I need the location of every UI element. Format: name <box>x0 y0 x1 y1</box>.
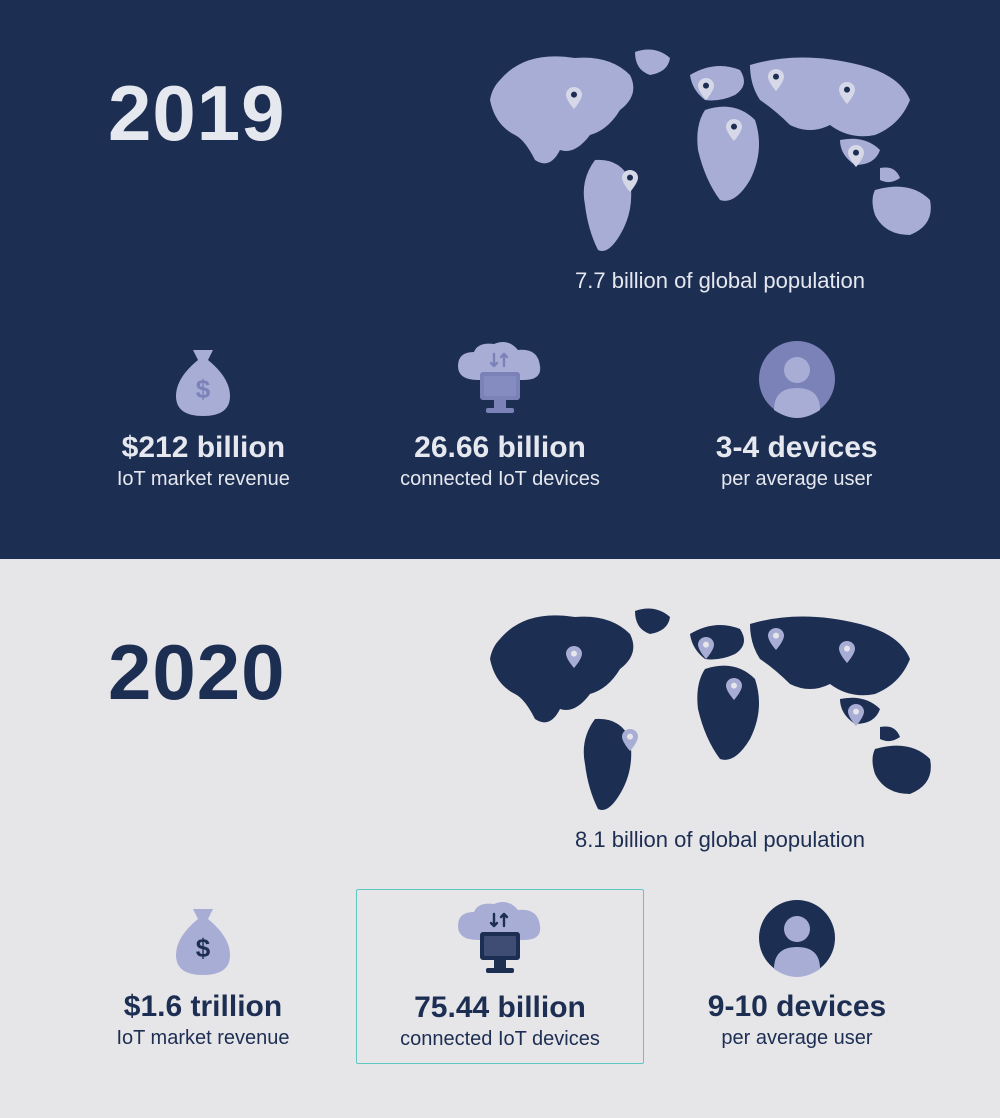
stat-label: per average user <box>657 468 936 491</box>
map-pin <box>768 628 784 650</box>
stat-value: 26.66 billion <box>361 430 640 466</box>
stats-row: $ $212 billionIoT market revenue 26.66 b… <box>60 330 940 503</box>
year-heading: 2019 <box>108 68 286 159</box>
stat-block: 75.44 billionconnected IoT devices <box>356 889 644 1064</box>
panel-2019: 2019 7.7 billion of global population $ … <box>0 0 1000 559</box>
stat-block: $ $1.6 trillionIoT market revenue <box>60 889 346 1064</box>
world-map <box>480 40 950 270</box>
map-pin <box>698 78 714 100</box>
map-pin <box>726 119 742 141</box>
svg-text:$: $ <box>196 933 211 963</box>
stat-value: 75.44 billion <box>361 990 639 1026</box>
map-caption: 7.7 billion of global population <box>500 268 940 294</box>
cloud-device-icon <box>450 900 550 978</box>
map-pin <box>768 69 784 91</box>
money-bag-wrap: $ <box>64 338 343 420</box>
map-pin-icon <box>566 87 582 109</box>
world-map <box>480 599 950 829</box>
stat-block: 3-4 devicesper average user <box>653 330 940 503</box>
map-pin-icon <box>768 628 784 650</box>
map-pin <box>566 87 582 109</box>
stat-block: $ $212 billionIoT market revenue <box>60 330 347 503</box>
world-map-wrap <box>480 599 950 829</box>
map-pin-icon <box>839 82 855 104</box>
map-pin <box>839 641 855 663</box>
map-pin <box>848 145 864 167</box>
map-pin-icon <box>848 704 864 726</box>
stat-value: $1.6 trillion <box>64 989 342 1025</box>
map-pin <box>839 82 855 104</box>
avatar-wrap <box>657 338 936 420</box>
map-pin-icon <box>726 119 742 141</box>
stat-value: 3-4 devices <box>657 430 936 466</box>
map-pin-icon <box>839 641 855 663</box>
svg-text:$: $ <box>196 374 211 404</box>
stats-row: $ $1.6 trillionIoT market revenue 75.44 … <box>60 889 940 1064</box>
avatar-wrap <box>658 897 936 979</box>
money-bag-wrap: $ <box>64 897 342 979</box>
map-pin-icon <box>698 637 714 659</box>
map-pin-icon <box>622 729 638 751</box>
stat-block: 9-10 devicesper average user <box>654 889 940 1064</box>
money-bag-icon: $ <box>168 899 238 977</box>
cloud-device-wrap <box>361 338 640 420</box>
money-bag-icon: $ <box>168 340 238 418</box>
panel-2020: 2020 8.1 billion of global population $ … <box>0 559 1000 1118</box>
map-pin-icon <box>698 78 714 100</box>
cloud-device-wrap <box>361 898 639 980</box>
map-pin-icon <box>566 646 582 668</box>
map-pin-icon <box>622 170 638 192</box>
map-pin-icon <box>768 69 784 91</box>
avatar-icon <box>758 340 836 418</box>
stat-label: connected IoT devices <box>361 1028 639 1051</box>
map-pin <box>622 170 638 192</box>
cloud-device-icon <box>450 340 550 418</box>
map-pin <box>622 729 638 751</box>
map-pin <box>848 704 864 726</box>
stat-value: 9-10 devices <box>658 989 936 1025</box>
map-caption: 8.1 billion of global population <box>500 827 940 853</box>
stat-label: IoT market revenue <box>64 1027 342 1050</box>
map-pin-icon <box>726 678 742 700</box>
avatar-icon <box>758 899 836 977</box>
map-pin-icon <box>848 145 864 167</box>
stat-block: 26.66 billionconnected IoT devices <box>357 330 644 503</box>
stat-label: IoT market revenue <box>64 468 343 491</box>
world-map-wrap <box>480 40 950 270</box>
map-pin <box>726 678 742 700</box>
stat-label: connected IoT devices <box>361 468 640 491</box>
stat-value: $212 billion <box>64 430 343 466</box>
map-pin <box>698 637 714 659</box>
year-heading: 2020 <box>108 627 286 718</box>
map-pin <box>566 646 582 668</box>
stat-label: per average user <box>658 1027 936 1050</box>
